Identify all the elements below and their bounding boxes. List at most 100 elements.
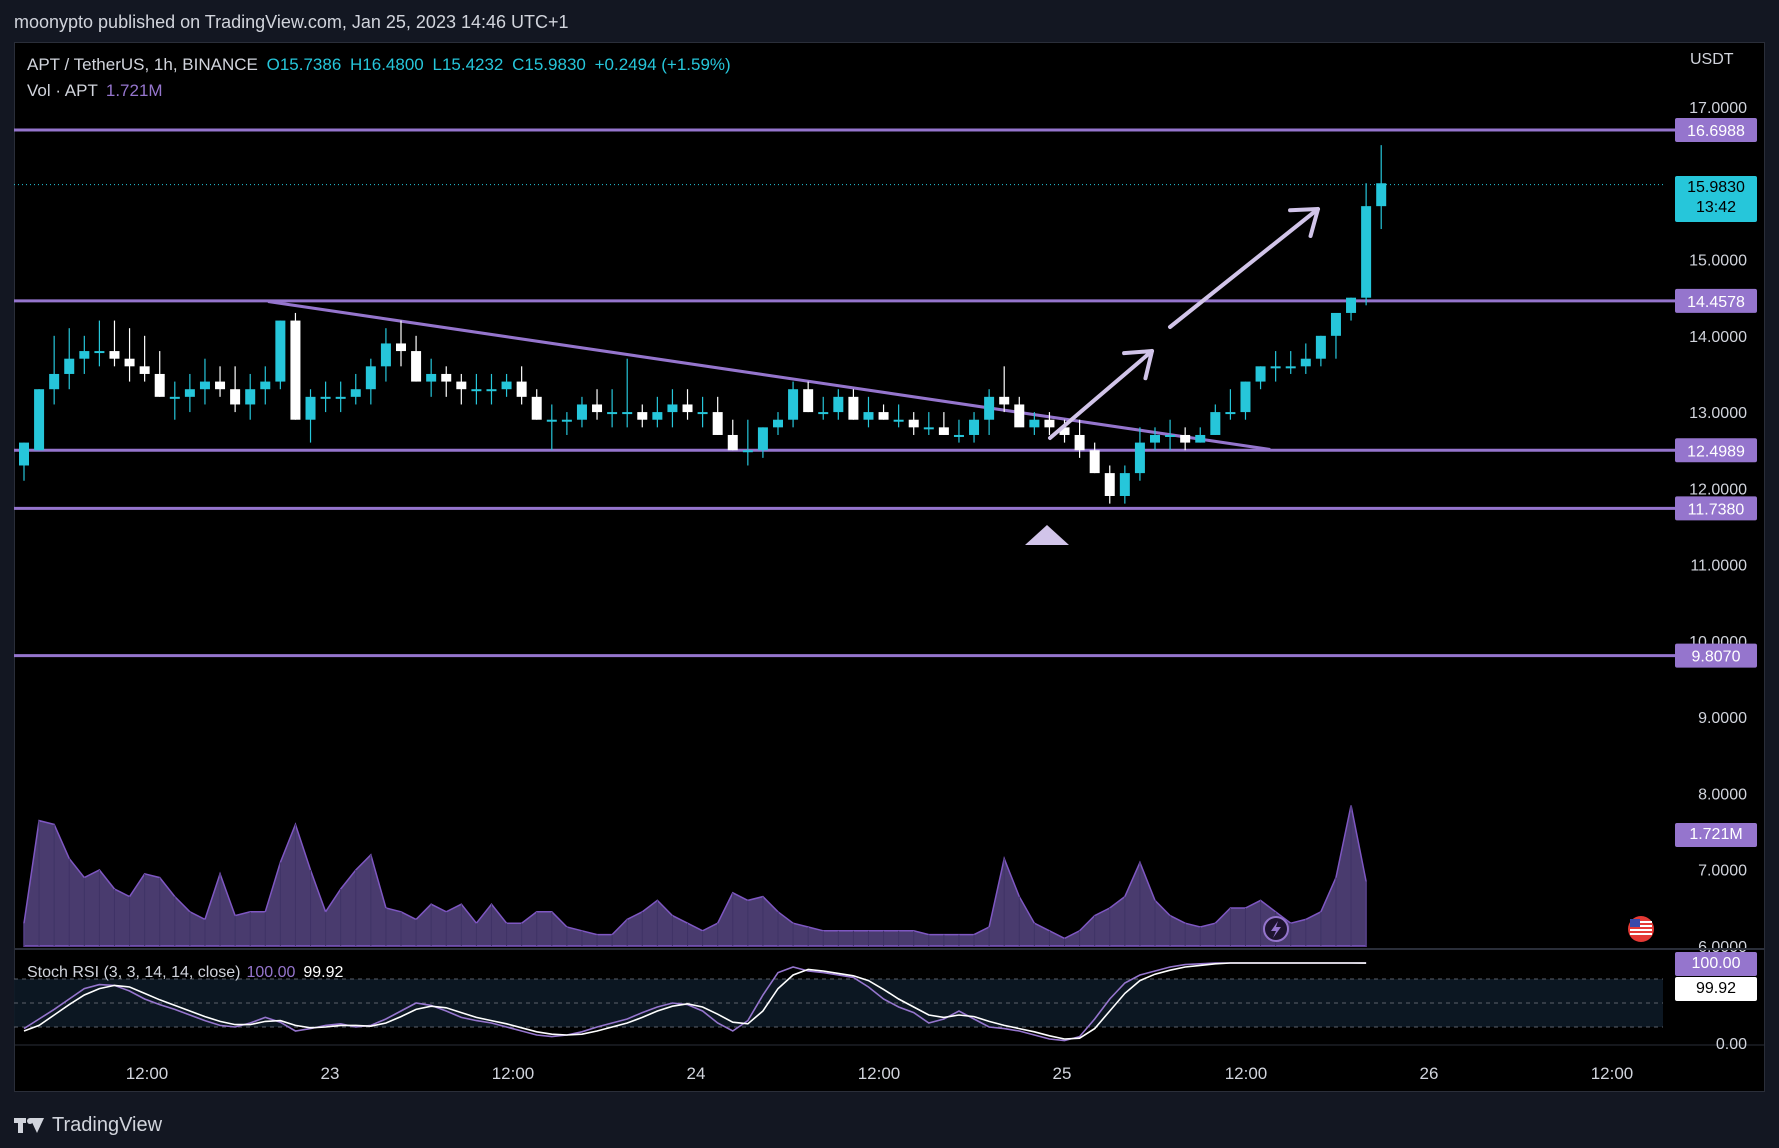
candle-body <box>124 358 135 367</box>
annotation-arrow-1 <box>1048 349 1154 440</box>
candle-body <box>546 419 557 422</box>
candle-body <box>923 427 934 430</box>
candle-body <box>79 351 90 359</box>
candle-body <box>1270 366 1281 369</box>
price-tick-label: 14.0000 <box>1689 329 1747 346</box>
header-bar: moonypto published on TradingView.com, J… <box>0 0 1779 42</box>
currency-label[interactable]: USDT <box>1690 51 1734 68</box>
candle-body <box>1225 412 1236 415</box>
candle-body <box>199 381 210 390</box>
close-value: C15.9830 <box>512 55 586 74</box>
price-tick-label: 17.0000 <box>1689 100 1747 117</box>
flag-stripe <box>1630 933 1652 935</box>
candle-body <box>275 320 286 382</box>
candle-body <box>305 396 316 420</box>
candle-body <box>1330 312 1341 336</box>
annotation-arrow-2 <box>1168 207 1320 329</box>
candle-body <box>878 412 889 420</box>
candle-body <box>139 366 150 374</box>
publisher-text: moonypto published on TradingView.com, J… <box>14 12 569 32</box>
candle-body <box>1044 419 1055 428</box>
change-value: +0.2494 (+1.59%) <box>594 55 731 74</box>
candle-body <box>1315 335 1326 359</box>
candle-body <box>788 389 799 420</box>
candle-body <box>169 396 180 399</box>
volume-legend[interactable]: Vol · APT 1.721M <box>27 81 163 101</box>
stoch-rsi-legend[interactable]: Stoch RSI (3, 3, 14, 14, close) 100.00 99.… <box>27 964 343 982</box>
tradingview-logo-icon <box>14 1116 44 1134</box>
footer[interactable]: TradingView <box>14 1110 162 1140</box>
candle-body <box>984 396 995 420</box>
footer-brand: TradingView <box>52 1113 163 1136</box>
candle-body <box>999 396 1010 405</box>
candle-body <box>411 351 422 382</box>
candle-body <box>1195 434 1206 443</box>
candle-body <box>471 389 482 392</box>
candle-body <box>1014 404 1025 428</box>
candle-body <box>154 373 165 397</box>
low-marker-triangle <box>1025 525 1069 545</box>
candle-body <box>109 351 120 359</box>
level-tag-bg <box>1675 643 1757 668</box>
candle-body <box>19 442 29 466</box>
candle-body <box>969 419 980 435</box>
candle-body <box>230 389 241 405</box>
candle-body <box>531 396 542 420</box>
candle-body <box>1104 473 1115 496</box>
level-tag-bg <box>1675 117 1757 142</box>
annotation-arrow-2-head <box>1288 207 1320 238</box>
candle-body <box>1089 450 1100 474</box>
candle-body <box>426 373 437 382</box>
time-tick-label: 24 <box>687 1064 706 1083</box>
open-value: O15.7386 <box>266 55 342 74</box>
symbol-legend[interactable]: APT / TetherUS, 1h, BINANCE O15.7386 H16… <box>27 55 735 75</box>
candle-body <box>757 427 768 451</box>
candle-body <box>1255 366 1266 382</box>
candle-body <box>94 351 105 354</box>
volume-label: Vol · APT <box>27 81 98 100</box>
candle-body <box>576 404 587 420</box>
descending-trendline <box>267 300 1271 451</box>
time-tick-label: 25 <box>1053 1064 1072 1083</box>
stoch-rsi-k-line <box>23 962 1367 1042</box>
candle-body <box>1119 473 1130 496</box>
candle-body <box>1165 434 1176 437</box>
price-tick-label: 15.0000 <box>1689 253 1747 270</box>
level-tag-label: 9.8070 <box>1692 649 1741 666</box>
candle-body <box>1150 434 1160 443</box>
level-tag-label: 16.6988 <box>1687 123 1745 140</box>
price-tick-label: 12.0000 <box>1689 481 1747 498</box>
symbol-label: APT / TetherUS, 1h, BINANCE <box>27 55 258 74</box>
candle-body <box>184 389 195 397</box>
candle-body <box>350 389 361 397</box>
candle-body <box>1210 412 1221 435</box>
lightning-glyph-icon <box>1271 921 1281 938</box>
candle-body <box>501 381 512 390</box>
candle-body <box>456 381 467 390</box>
time-tick-label: 12:00 <box>858 1064 901 1083</box>
level-tag-label: 11.7380 <box>1688 501 1745 518</box>
candle-body <box>1074 434 1085 451</box>
candle-countdown: 13:42 <box>1695 199 1737 216</box>
stoch-rsi-label: Stoch RSI (3, 3, 14, 14, close) <box>27 964 241 981</box>
time-tick-label: 12:00 <box>492 1064 535 1083</box>
candle-body <box>561 419 572 422</box>
candle-body <box>592 404 603 413</box>
candle-body <box>908 419 919 428</box>
candle-body <box>818 412 829 415</box>
candle-body <box>637 412 648 420</box>
volume-value: 1.721M <box>105 81 163 100</box>
price-tick-label: 9.0000 <box>1698 710 1747 727</box>
rsi-tick-label: 0.00 <box>1716 1036 1747 1053</box>
candle-body <box>893 419 904 422</box>
candle-body <box>320 396 331 399</box>
candle-body <box>652 412 663 420</box>
candle-body <box>773 419 783 428</box>
rsi-k-tag: 100.00 <box>1675 952 1757 976</box>
candle-body <box>1300 358 1311 367</box>
candle-body <box>441 373 452 382</box>
candle-body <box>607 412 618 415</box>
annotation-arrow-1-head <box>1122 349 1154 381</box>
candle-body <box>380 343 391 367</box>
